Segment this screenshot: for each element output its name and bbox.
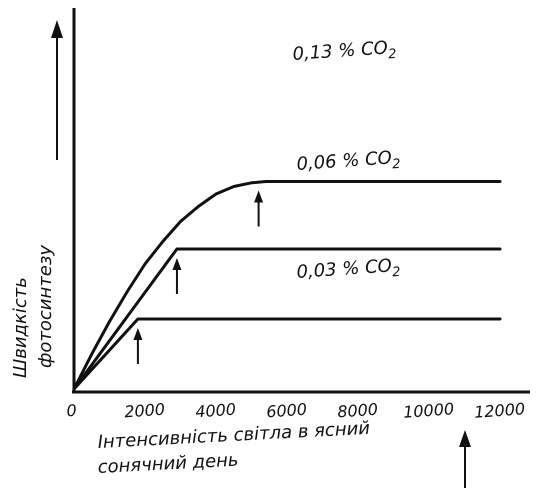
y-axis-title-line-2: фотосинтезу [35,245,56,368]
series-line [72,180,502,391]
series-label-main: 0,03 % CO [296,255,393,283]
saturation-arrow-head [254,190,264,203]
series-line [72,317,502,391]
y-direction-arrow-head [51,20,63,38]
series-label: 0,03 % CO2 [296,255,401,287]
series-label: 0,13 % CO2 [292,37,397,69]
series-label-subscript: 2 [388,47,397,63]
series-label: 0,06 % CO2 [296,147,401,179]
series-line [72,247,502,391]
x-direction-arrow-head [459,430,471,447]
y-axis-title-line-1: Швидкість [10,277,31,378]
series-label-main: 0,13 % CO [292,37,389,65]
series-label-main: 0,06 % CO [296,147,393,175]
x-axis-title-line-2: сонячний день [97,450,239,478]
x-tick-label: 0 [66,401,77,421]
saturation-arrow-head [172,258,182,270]
x-tick-label: 2000 [124,400,166,422]
series-lines [72,180,502,391]
x-ticks: 0 2000 4000 6000 8000 10000 12000 [66,399,526,422]
series-label-subscript: 2 [392,157,401,173]
saturation-arrows [133,190,264,364]
x-axis-title-line-1: Інтенсивність світла в ясний [97,418,371,453]
x-tick-label: 4000 [195,400,237,422]
axes [51,8,530,488]
x-tick-label: 8000 [337,400,379,422]
x-tick-label: 12000 [474,399,526,422]
series-label-subscript: 2 [392,265,401,281]
saturation-arrow-head [133,328,143,340]
saturation-arrow [254,190,264,227]
x-tick-label: 6000 [266,400,308,422]
x-tick-label: 10000 [403,399,455,422]
saturation-arrow [133,328,143,364]
saturation-arrow [172,258,182,294]
